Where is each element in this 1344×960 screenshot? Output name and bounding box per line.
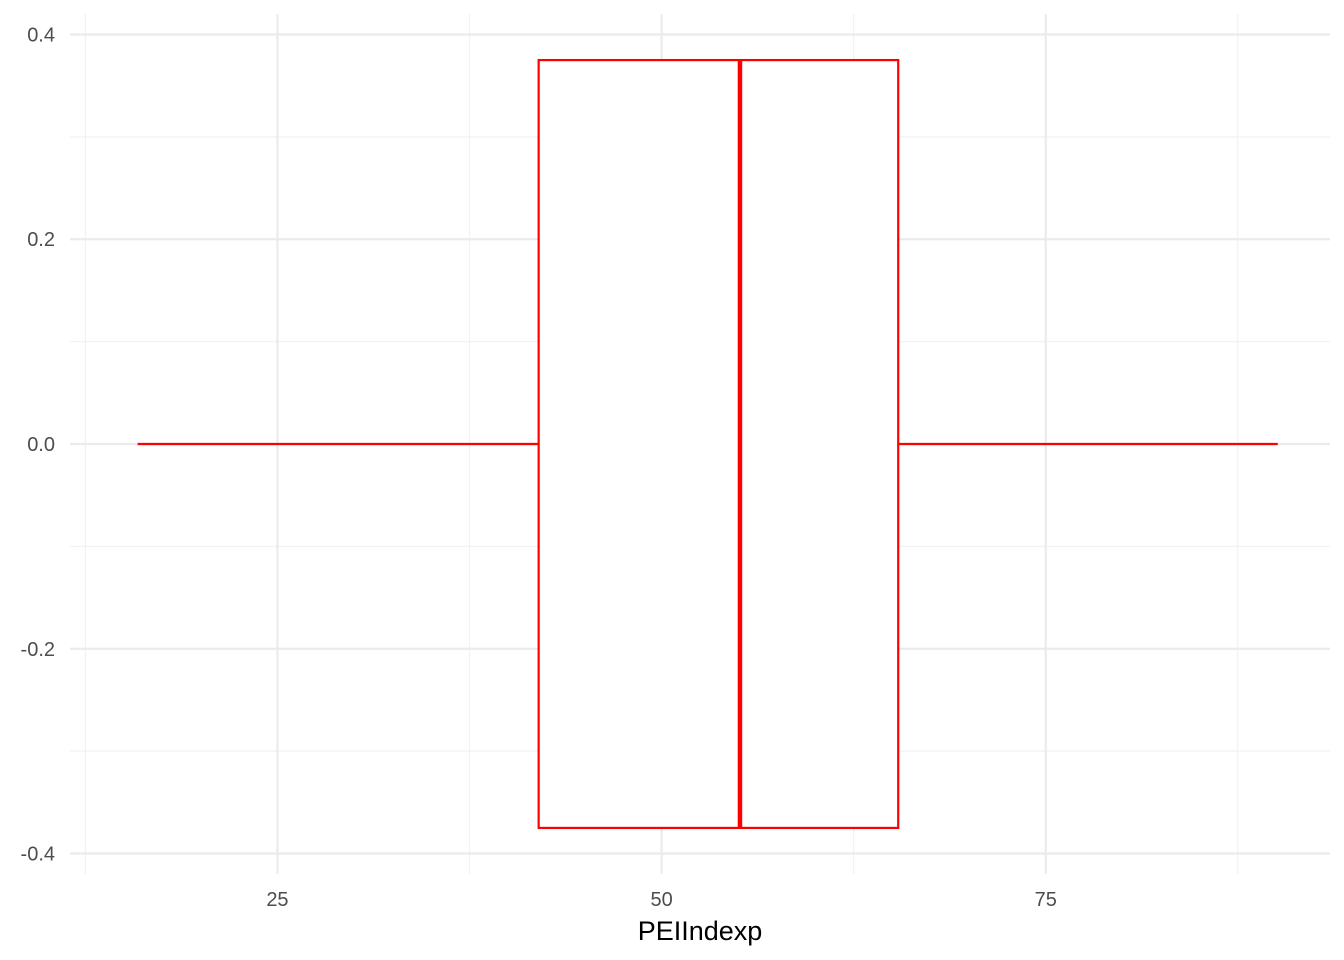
y-tick-label: 0.2 [27,229,55,251]
y-axis-tick-labels: -0.4 -0.2 0.0 0.2 0.4 [21,24,55,865]
boxplot-series [137,58,1278,830]
y-tick-label: -0.4 [21,844,55,866]
interquartile-box [537,58,900,830]
y-tick-label: 0.4 [27,24,55,46]
x-tick-label: 25 [266,889,288,911]
x-axis-title: PEIIndexp [638,916,763,946]
y-tick-label: 0.0 [27,434,55,456]
x-tick-label: 75 [1035,889,1057,911]
x-axis-tick-labels: 25 50 75 [266,889,1057,911]
x-tick-label: 50 [650,889,672,911]
y-tick-label: -0.2 [21,639,55,661]
